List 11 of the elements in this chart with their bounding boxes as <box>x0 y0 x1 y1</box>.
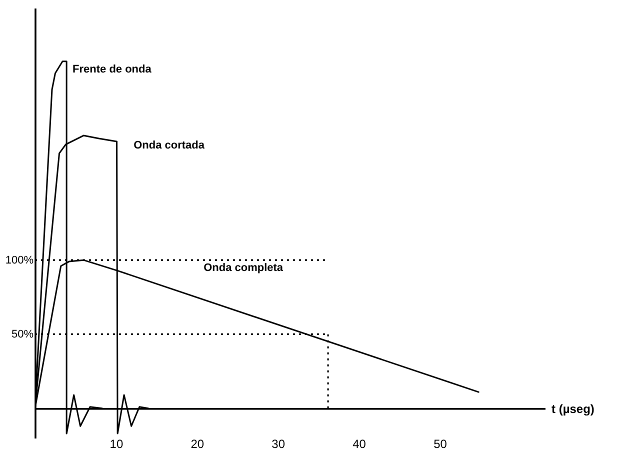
series-label: Onda cortada <box>134 140 206 152</box>
x-tick-label: 20 <box>190 436 204 451</box>
x-axis-title: t (µseg) <box>552 402 594 416</box>
series-label: Frente de onda <box>72 63 152 76</box>
text: Onda completa <box>204 262 284 274</box>
x-tick-label: 40 <box>352 436 366 451</box>
x-tick-label: 10 <box>110 436 124 451</box>
x-tick-label: 50 <box>434 436 448 451</box>
x-tick-label: 30 <box>272 436 286 451</box>
y-tick-label: 50% <box>11 328 34 341</box>
y-tick-label: 100% <box>5 254 34 267</box>
